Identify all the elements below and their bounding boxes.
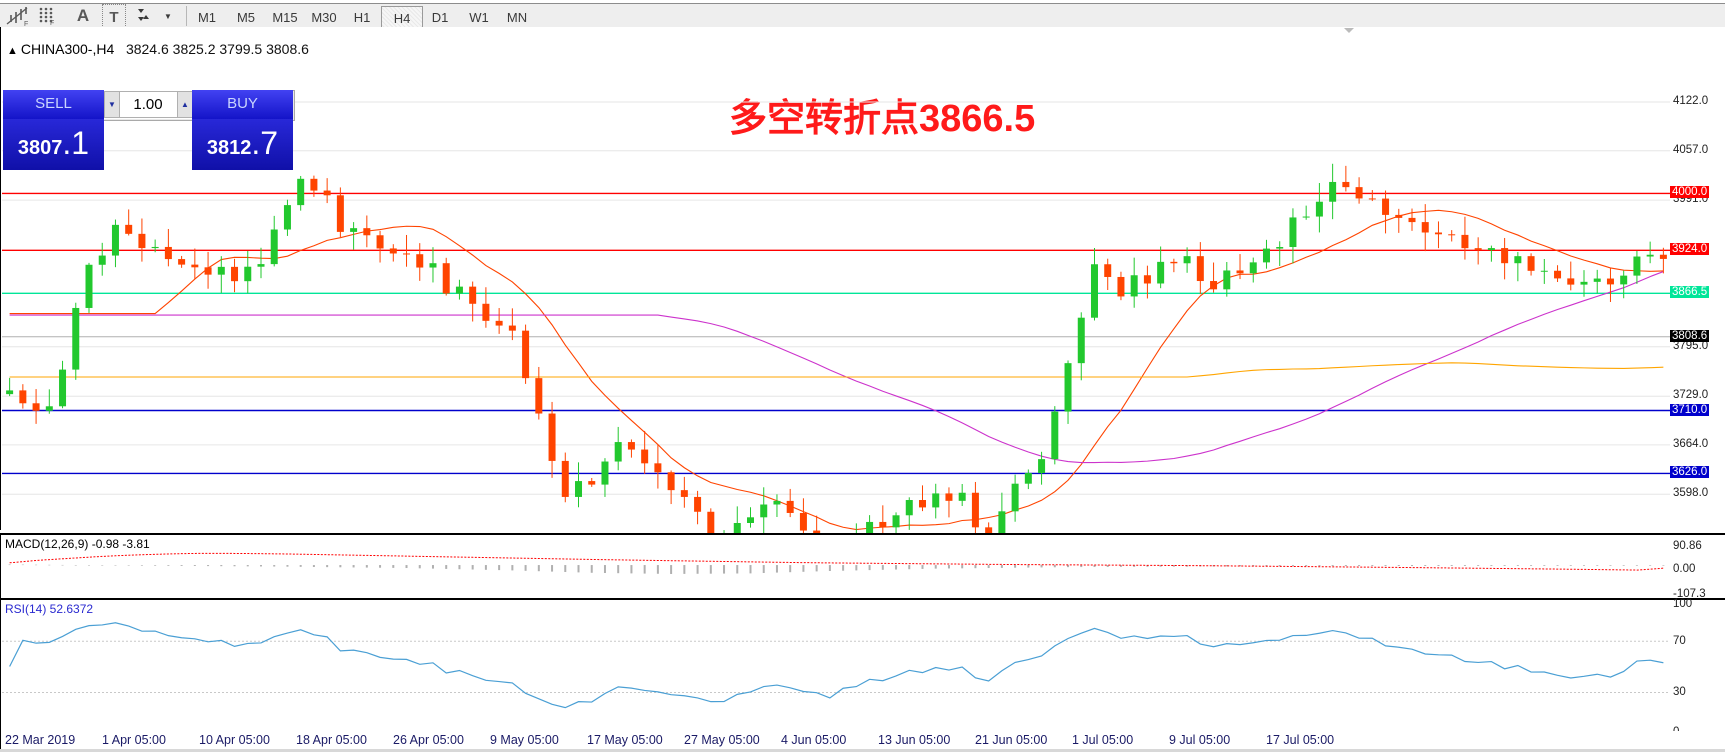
svg-text:F: F: [50, 20, 54, 25]
svg-text:F: F: [24, 21, 28, 26]
